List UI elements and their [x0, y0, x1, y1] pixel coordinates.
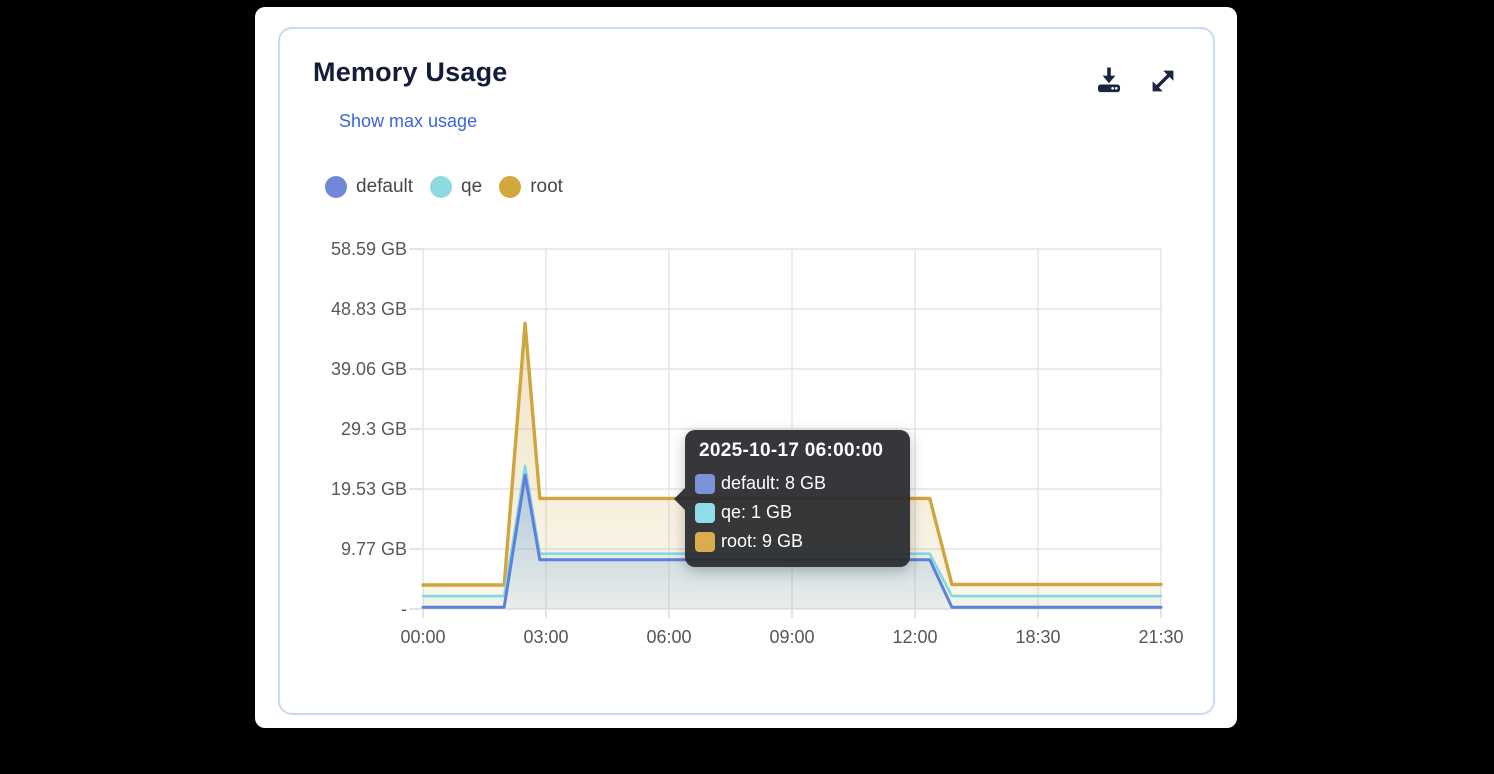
y-axis-label: 58.59 GB — [330, 239, 407, 259]
line-default — [421, 473, 1163, 609]
x-axis-label: 09:00 — [769, 627, 815, 647]
y-axis-label: 48.83 GB — [330, 299, 407, 319]
tooltip-swatch-icon — [695, 473, 715, 494]
line-root — [421, 321, 1163, 587]
app-panel: Memory Usage Show max — [255, 7, 1237, 728]
x-axis-label: 21:30 — [1138, 627, 1184, 647]
legend-item-label: qe — [461, 176, 483, 197]
tooltip-row-label: qe: 1 GB — [721, 502, 793, 522]
tooltip-title: 2025-10-17 06:00:00 — [699, 440, 884, 461]
chart-tooltip: 2025-10-17 06:00:00 default: 8 GB qe: 1 G… — [674, 430, 910, 567]
y-axis-label: 19.53 GB — [330, 479, 407, 499]
legend-item-qe[interactable]: qe — [430, 176, 482, 198]
show-max-usage-link[interactable]: Show max usage — [339, 111, 478, 131]
expand-icon — [1148, 66, 1178, 99]
y-axis-label: 39.06 GB — [330, 359, 407, 379]
legend-swatch-icon — [325, 176, 347, 198]
area-root — [423, 323, 1161, 609]
chart-legend: default qe root — [325, 176, 563, 198]
legend-item-default[interactable]: default — [325, 176, 413, 198]
tooltip-rows: default: 8 GB qe: 1 GB root: 9 GB — [695, 469, 898, 556]
memory-usage-card: Memory Usage Show max — [278, 27, 1215, 715]
area-default — [423, 475, 1161, 609]
memory-usage-chart[interactable]: 2025-10-17 06:00:00 default: 8 GB qe: 1 G… — [302, 237, 1202, 667]
legend-item-label: default — [356, 176, 414, 197]
tooltip-arrow-icon — [674, 488, 685, 510]
legend-swatch-icon — [499, 176, 522, 198]
legend-item-label: root — [530, 176, 563, 197]
x-axis-label: 03:00 — [523, 627, 569, 647]
y-axis-label: - — [401, 599, 407, 619]
tooltip-row-label: default: 8 GB — [721, 473, 827, 493]
download-icon — [1094, 65, 1124, 100]
legend-swatch-icon — [430, 176, 453, 198]
download-button[interactable] — [1092, 65, 1126, 99]
y-axis-label: 29.3 GB — [340, 419, 407, 439]
tooltip-row: qe: 1 GB — [695, 498, 898, 527]
x-axis-label: 06:00 — [646, 627, 692, 647]
legend-item-root[interactable]: root — [499, 176, 563, 198]
x-axis-label: 18:30 — [1015, 627, 1061, 647]
expand-button[interactable] — [1146, 65, 1180, 99]
x-axis-label: 12:00 — [892, 627, 938, 647]
tooltip-swatch-icon — [695, 531, 715, 552]
tooltip-swatch-icon — [695, 502, 715, 523]
x-axis-label: 00:00 — [400, 627, 446, 647]
tooltip-row: root: 9 GB — [695, 527, 898, 556]
y-axis-label: 9.77 GB — [340, 539, 407, 559]
page-title: Memory Usage — [313, 57, 508, 87]
tooltip-row: default: 8 GB — [695, 469, 898, 498]
tooltip-row-label: root: 9 GB — [721, 531, 804, 551]
